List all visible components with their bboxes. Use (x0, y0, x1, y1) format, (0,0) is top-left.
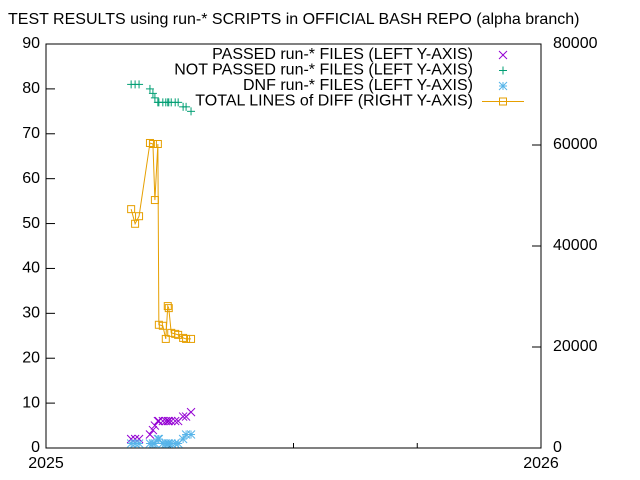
point (182, 334, 191, 343)
point (171, 329, 180, 338)
point (163, 302, 172, 311)
point (186, 430, 196, 439)
point (131, 219, 140, 228)
marker-square (499, 97, 507, 106)
point (148, 139, 157, 148)
point (150, 196, 159, 205)
marker-square (127, 205, 136, 214)
point (153, 139, 162, 148)
x-tick-label: 2025 (28, 455, 64, 472)
marker-stroke (166, 416, 176, 426)
y-tick-label: 0 (31, 439, 40, 456)
marker-square (187, 334, 196, 343)
y2-tick-label: 0 (553, 439, 562, 456)
marker-square (161, 334, 170, 343)
marker-square (153, 139, 162, 148)
point (161, 334, 170, 343)
marker-stroke (164, 416, 174, 426)
point (187, 334, 196, 343)
point (166, 416, 176, 426)
point (163, 416, 173, 426)
series-line (130, 142, 192, 340)
point (145, 138, 154, 147)
marker-square (150, 196, 159, 205)
marker-stroke (498, 50, 508, 60)
legend-label: DNF run-* FILES (LEFT Y-AXIS) (243, 77, 473, 94)
y-tick-label: 10 (22, 394, 40, 411)
marker-stroke (145, 430, 155, 439)
marker-stroke (154, 416, 164, 426)
y-tick-label: 20 (22, 349, 40, 366)
marker-square (163, 302, 172, 311)
y2-tick-label: 20000 (553, 338, 598, 355)
point (164, 304, 173, 313)
point (498, 50, 508, 60)
y-tick-label: 90 (22, 35, 40, 52)
point (148, 89, 157, 98)
point (179, 333, 188, 342)
point (174, 98, 183, 107)
point (164, 416, 174, 426)
y2-tick-label: 60000 (553, 136, 598, 153)
marker-stroke (148, 425, 158, 435)
point (170, 416, 180, 426)
point (150, 93, 159, 102)
point (499, 97, 507, 106)
marker-square (182, 334, 191, 343)
y-tick-label: 40 (22, 260, 40, 277)
marker-square (145, 138, 154, 147)
y-tick-label: 80 (22, 80, 40, 97)
point (145, 84, 154, 93)
point (154, 434, 164, 444)
point (134, 439, 144, 448)
y2-tick-label: 80000 (553, 35, 598, 52)
legend-label: TOTAL LINES of DIFF (RIGHT Y-AXIS) (195, 93, 473, 110)
y-tick-label: 30 (22, 305, 40, 322)
marker-stroke (170, 416, 180, 426)
marker-square (135, 212, 144, 221)
point (145, 430, 155, 439)
y-tick-label: 50 (22, 215, 40, 232)
marker-stroke (178, 412, 188, 421)
point (154, 416, 164, 426)
marker-square (148, 139, 157, 148)
point (178, 412, 188, 421)
x-tick-label: 2026 (523, 455, 559, 472)
point (127, 205, 136, 214)
marker-square (164, 304, 173, 313)
marker-square (179, 333, 188, 342)
point (135, 212, 144, 221)
y-tick-label: 70 (22, 125, 40, 142)
marker-square (158, 321, 167, 330)
point (148, 425, 158, 435)
point (186, 407, 196, 417)
point (135, 80, 144, 89)
legend-label: PASSED run-* FILES (LEFT Y-AXIS) (212, 46, 473, 63)
point (182, 102, 191, 111)
y-tick-label: 60 (22, 170, 40, 187)
point (187, 107, 196, 116)
point (499, 66, 507, 75)
marker-stroke (186, 407, 196, 417)
y2-tick-label: 40000 (553, 237, 598, 254)
marker-square (131, 219, 140, 228)
point (498, 81, 508, 91)
point (158, 321, 167, 330)
marker-square (171, 329, 180, 338)
marker-stroke (163, 416, 173, 426)
marker-stroke (126, 434, 136, 444)
legend-label: NOT PASSED run-* FILES (LEFT Y-AXIS) (174, 62, 473, 79)
chart-title: TEST RESULTS using run-* SCRIPTS in OFFI… (8, 11, 579, 28)
